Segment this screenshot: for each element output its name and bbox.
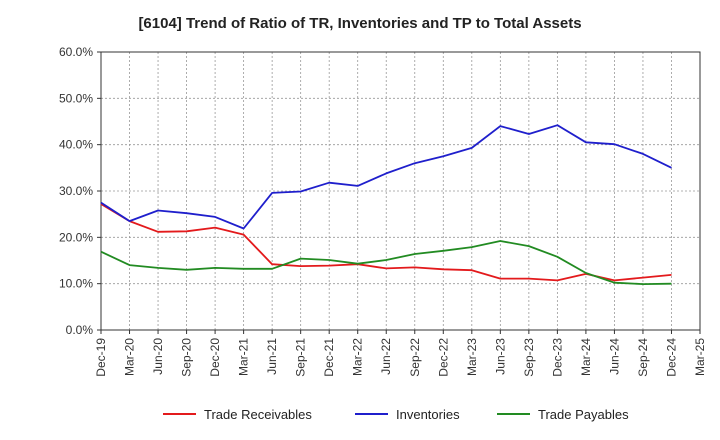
legend: Trade Receivables Inventories Trade Payabl… <box>163 407 629 422</box>
x-tick-label: Sep-24 <box>636 338 650 377</box>
y-tick-label: 10.0% <box>59 277 93 291</box>
x-tick-label: Mar-24 <box>579 338 593 376</box>
y-tick-label: 20.0% <box>59 230 93 244</box>
x-tick-label: Dec-20 <box>208 338 222 377</box>
x-tick-label: Jun-23 <box>493 338 507 375</box>
axes: 0.0% 10.0% 20.0% 30.0% 40.0% 50.0% 60.0% Dec-19… <box>59 45 707 377</box>
x-tick-label: Jun-24 <box>607 338 621 375</box>
y-tick-label: 60.0% <box>59 45 93 59</box>
y-tick-label: 40.0% <box>59 138 93 152</box>
grid-lines <box>100 51 701 331</box>
x-tick-label: Mar-25 <box>693 338 707 376</box>
trade-receivables-legend-label: Trade Receivables <box>204 407 312 422</box>
x-tick-label: Mar-21 <box>237 338 251 376</box>
inventories-line <box>100 124 672 230</box>
trade-payables-line <box>100 240 672 286</box>
x-tick-label: Dec-24 <box>664 338 678 377</box>
plot-frame <box>100 51 701 331</box>
x-tick-label: Sep-23 <box>522 338 536 377</box>
trade-receivables-line <box>100 203 672 282</box>
chart-title: [6104] Trend of Ratio of TR, Inventories… <box>138 15 582 32</box>
x-tick-label: Jun-22 <box>379 338 393 375</box>
series-lines <box>100 124 672 286</box>
x-tick-label: Mar-22 <box>351 338 365 376</box>
x-tick-label: Sep-20 <box>180 338 194 377</box>
x-tick-label: Jun-21 <box>265 338 279 375</box>
x-tick-label: Jun-20 <box>151 338 165 375</box>
y-tick-label: 0.0% <box>66 323 94 337</box>
x-tick-label: Dec-19 <box>94 338 108 377</box>
x-tick-label: Dec-23 <box>550 338 564 377</box>
inventories-legend-label: Inventories <box>396 407 460 422</box>
x-tick-label: Mar-20 <box>123 338 137 376</box>
x-tick-label: Mar-23 <box>465 338 479 376</box>
y-tick-label: 30.0% <box>59 184 93 198</box>
trade-payables-legend-label: Trade Payables <box>538 407 629 422</box>
x-tick-label: Sep-22 <box>408 338 422 377</box>
x-tick-label: Dec-21 <box>322 338 336 377</box>
y-tick-label: 50.0% <box>59 91 93 105</box>
x-tick-label: Dec-22 <box>436 338 450 377</box>
x-tick-label: Sep-21 <box>294 338 308 377</box>
